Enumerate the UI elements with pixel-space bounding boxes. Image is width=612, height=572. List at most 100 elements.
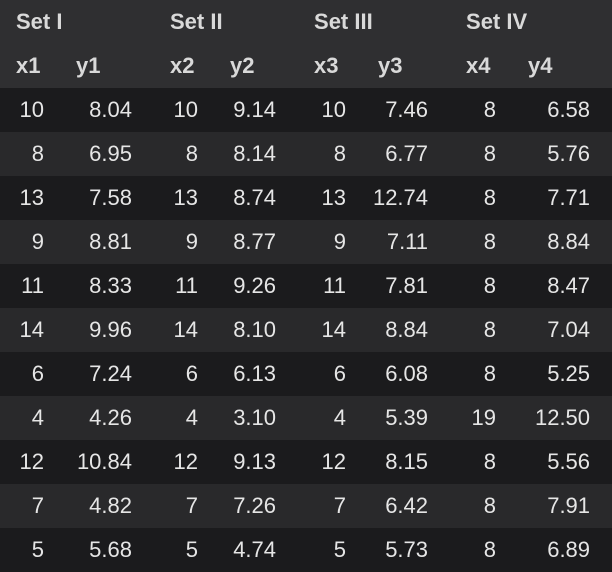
column-header: x3 xyxy=(314,53,339,78)
table-cell: 8.14 xyxy=(233,141,277,166)
table-cell: 7.58 xyxy=(89,185,132,210)
table-cell: 7.26 xyxy=(233,493,277,518)
table-cell: 6.42 xyxy=(385,493,429,518)
set-header-row: Set I Set II Set III Set IV xyxy=(0,0,612,44)
table-cell: 14 xyxy=(321,317,347,342)
table-cell: 14 xyxy=(173,317,198,342)
column-header: y4 xyxy=(528,53,553,78)
table-cell: 3.10 xyxy=(233,405,277,430)
table-cell: 5.68 xyxy=(89,537,132,562)
table-cell: 4 xyxy=(185,405,198,430)
table-cell: 11 xyxy=(323,273,347,298)
table-cell: 7.46 xyxy=(385,97,429,122)
table-cell: 13 xyxy=(173,185,198,210)
table-cell: 8.84 xyxy=(385,317,429,342)
table-cell: 14 xyxy=(19,317,44,342)
table-cell: 5.39 xyxy=(385,405,429,430)
table-cell: 7 xyxy=(185,493,198,518)
table-cell: 7.04 xyxy=(547,317,591,342)
table-cell: 7.91 xyxy=(547,493,591,518)
table-cell: 5 xyxy=(333,537,347,562)
table-cell: 5 xyxy=(31,537,44,562)
column-header: y1 xyxy=(76,53,101,78)
table-row: 9 8.81 9 8.77 9 7.11 8 8.84 xyxy=(0,220,612,264)
table-cell: 12 xyxy=(19,449,44,474)
set-header: Set I xyxy=(16,9,63,34)
table-cell: 6.08 xyxy=(385,361,429,386)
table-cell: 8 xyxy=(185,141,198,166)
column-header: x2 xyxy=(170,53,195,78)
table-row: 13 7.58 13 8.74 13 12.74 8 7.71 xyxy=(0,176,612,220)
set-header: Set III xyxy=(314,9,373,34)
table-cell: 6 xyxy=(31,361,44,386)
table-cell: 8 xyxy=(483,97,497,122)
table-row: 4 4.26 4 3.10 4 5.39 19 12.50 xyxy=(0,396,612,440)
table-cell: 8.47 xyxy=(547,273,591,298)
table-cell: 8.81 xyxy=(89,229,132,254)
table-cell: 4.74 xyxy=(233,537,277,562)
column-header-row: x1 y1 x2 y2 x3 y3 x4 y4 xyxy=(0,44,612,88)
table-cell: 6 xyxy=(185,361,198,386)
set-header: Set IV xyxy=(466,9,528,34)
table-row: 7 4.82 7 7.26 7 6.42 8 7.91 xyxy=(0,484,612,528)
table-cell: 8 xyxy=(483,449,497,474)
table-cell: 12.74 xyxy=(372,185,429,210)
table-cell: 11 xyxy=(175,273,198,298)
table-cell: 5.76 xyxy=(547,141,591,166)
table-cell: 8 xyxy=(483,185,497,210)
table-row: 11 8.33 11 9.26 11 7.81 8 8.47 xyxy=(0,264,612,308)
table-cell: 12 xyxy=(321,449,347,474)
table-cell: 9.96 xyxy=(89,317,132,342)
table-cell: 8.77 xyxy=(233,229,277,254)
table-cell: 8.10 xyxy=(233,317,277,342)
table-cell: 4 xyxy=(333,405,347,430)
table-cell: 8.15 xyxy=(385,449,429,474)
table-cell: 4.26 xyxy=(89,405,132,430)
table-cell: 9.13 xyxy=(233,449,277,474)
table-cell: 7.24 xyxy=(89,361,132,386)
table-cell: 6.77 xyxy=(385,141,429,166)
table-body: 10 8.04 10 9.14 10 7.46 8 6.58 8 6.95 8 8.14 8 6.77 8 5… xyxy=(0,88,612,572)
set-header: Set II xyxy=(170,9,223,34)
table-cell: 9 xyxy=(185,229,198,254)
table-cell: 19 xyxy=(471,405,497,430)
table-cell: 8 xyxy=(483,537,497,562)
table-cell: 5.56 xyxy=(547,449,591,474)
table-cell: 13 xyxy=(19,185,44,210)
table-row: 8 6.95 8 8.14 8 6.77 8 5.76 xyxy=(0,132,612,176)
table-cell: 6.13 xyxy=(233,361,277,386)
table-row: 10 8.04 10 9.14 10 7.46 8 6.58 xyxy=(0,88,612,132)
table-row: 5 5.68 5 4.74 5 5.73 8 6.89 xyxy=(0,528,612,572)
table-cell: 7.11 xyxy=(386,229,429,254)
table-cell: 4 xyxy=(31,405,44,430)
table-cell: 9.14 xyxy=(233,97,277,122)
column-header: x4 xyxy=(466,53,491,78)
table-cell: 6.58 xyxy=(547,97,591,122)
table-cell: 9 xyxy=(31,229,44,254)
table-row: 12 10.84 12 9.13 12 8.15 8 5.56 xyxy=(0,440,612,484)
table-row: 14 9.96 14 8.10 14 8.84 8 7.04 xyxy=(0,308,612,352)
table-cell: 11 xyxy=(21,273,44,298)
table-cell: 8 xyxy=(483,317,497,342)
table-cell: 8 xyxy=(333,141,347,166)
table-cell: 8.33 xyxy=(89,273,132,298)
table-cell: 6.95 xyxy=(89,141,132,166)
table-cell: 6 xyxy=(333,361,347,386)
table-cell: 12.50 xyxy=(534,405,591,430)
table-cell: 7.71 xyxy=(547,185,591,210)
column-header: x1 xyxy=(16,53,41,78)
table-cell: 13 xyxy=(321,185,347,210)
table-cell: 8 xyxy=(483,141,497,166)
table-cell: 9 xyxy=(333,229,347,254)
table-cell: 5.25 xyxy=(547,361,591,386)
table-cell: 10 xyxy=(321,97,347,122)
table-cell: 7 xyxy=(31,493,44,518)
table-cell: 8 xyxy=(483,229,497,254)
table-cell: 6.89 xyxy=(547,537,591,562)
table-cell: 10.84 xyxy=(76,449,132,474)
column-header: y3 xyxy=(378,53,403,78)
table-cell: 8.04 xyxy=(89,97,132,122)
table-cell: 5 xyxy=(185,537,198,562)
table-cell: 4.82 xyxy=(89,493,132,518)
